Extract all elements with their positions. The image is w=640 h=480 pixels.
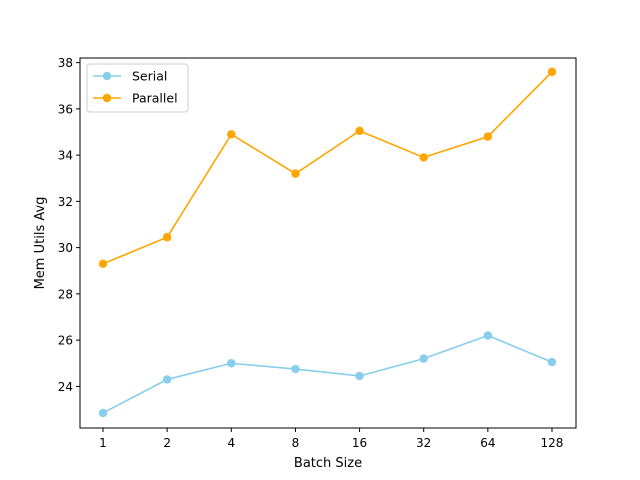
x-tick-label: 1 xyxy=(99,436,107,450)
data-point xyxy=(355,126,364,136)
data-point xyxy=(227,359,236,368)
y-axis: 24 26 28 30 32 34 36 38 xyxy=(58,56,80,394)
x-tick-label: 64 xyxy=(480,436,495,450)
legend-marker xyxy=(102,71,112,81)
data-point xyxy=(419,354,428,363)
x-tick-label: 16 xyxy=(352,436,367,450)
x-axis: 1 2 4 8 16 32 64 128 xyxy=(99,428,563,450)
series-line xyxy=(102,71,553,265)
data-point xyxy=(483,331,493,340)
data-point xyxy=(291,364,300,374)
data-point xyxy=(547,67,557,77)
legend-marker xyxy=(102,93,112,103)
x-tick-label: 128 xyxy=(541,436,564,450)
x-tick-label: 8 xyxy=(292,436,300,450)
legend-item: Serial xyxy=(93,69,167,84)
data-point xyxy=(98,259,108,269)
legend: Serial Parallel xyxy=(86,63,189,113)
data-point xyxy=(291,169,300,178)
x-tick-label: 4 xyxy=(227,436,235,450)
y-tick-label: 28 xyxy=(58,287,73,301)
data-point xyxy=(162,375,172,384)
legend-item: Parallel xyxy=(93,91,178,106)
plot-area xyxy=(79,57,577,429)
data-point xyxy=(547,357,557,367)
x-tick-label: 2 xyxy=(163,436,171,450)
y-tick-label: 34 xyxy=(58,149,73,163)
x-axis-label: Batch Size xyxy=(294,456,362,471)
data-point xyxy=(483,132,493,141)
y-tick-label: 32 xyxy=(58,195,73,209)
series-line xyxy=(102,334,553,414)
data-point xyxy=(355,371,364,381)
y-axis-label: Mem Utils Avg xyxy=(33,197,48,290)
y-tick-label: 26 xyxy=(58,334,73,348)
series-serial xyxy=(98,331,557,418)
data-point xyxy=(98,408,108,418)
series-layer xyxy=(98,67,557,418)
data-point xyxy=(419,153,428,162)
legend-label: Parallel xyxy=(132,91,178,106)
series-parallel xyxy=(98,67,557,269)
data-point xyxy=(227,130,236,139)
y-tick-label: 24 xyxy=(58,380,73,394)
y-tick-label: 30 xyxy=(58,241,73,255)
y-tick-label: 36 xyxy=(58,102,73,116)
data-point xyxy=(162,233,172,242)
y-tick-label: 38 xyxy=(58,56,73,70)
legend-label: Serial xyxy=(132,69,167,84)
x-tick-label: 32 xyxy=(416,436,431,450)
